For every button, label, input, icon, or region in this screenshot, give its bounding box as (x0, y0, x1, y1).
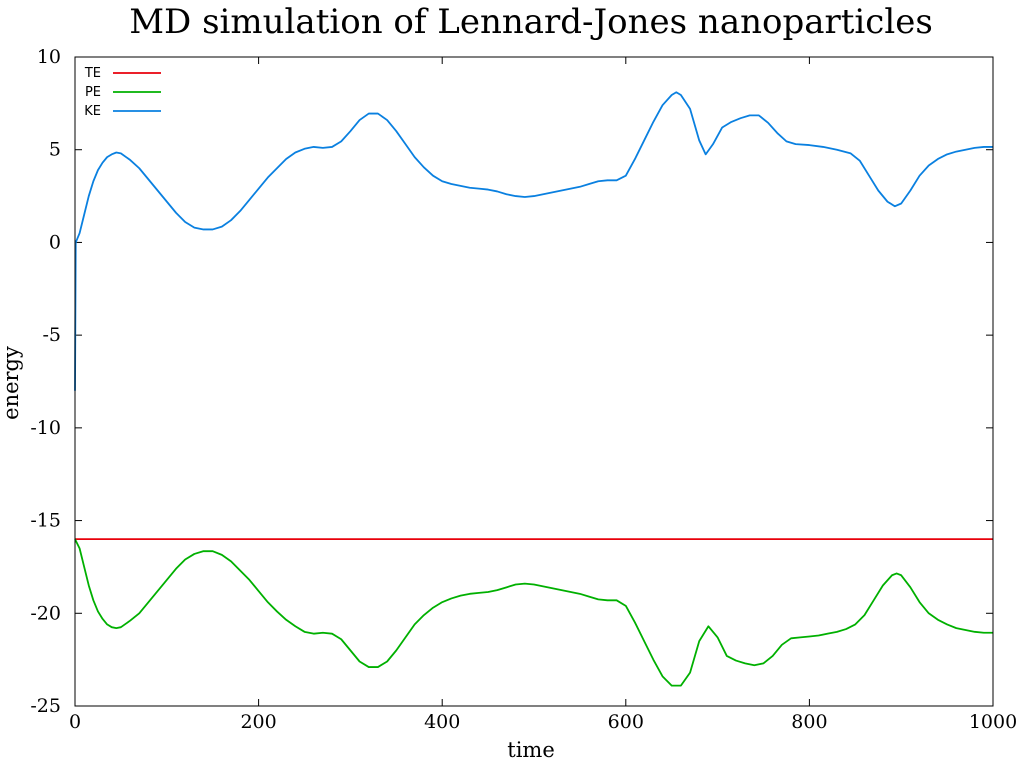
y-tick-label: 0 (49, 231, 61, 253)
x-tick-label: 200 (240, 711, 276, 733)
axis-ticks: 0 200 400 600 800 1000 -25 -20 -15 -10 -5 0 5 10 (30, 46, 1017, 733)
plot-frame (74, 56, 994, 707)
x-tick-label: 600 (608, 711, 644, 733)
series-pe-line (74, 538, 993, 687)
y-tick-label: -15 (30, 510, 61, 532)
x-tick-label: 800 (791, 711, 827, 733)
y-tick-label: 5 (49, 139, 61, 161)
legend: TE PE KE (84, 66, 161, 119)
y-tick-label: -20 (30, 602, 61, 624)
series-lines (74, 91, 993, 687)
y-tick-label: -10 (30, 417, 61, 439)
y-tick-label: -5 (42, 324, 61, 346)
legend-label-ke: KE (84, 104, 101, 119)
x-tick-label: 0 (69, 711, 81, 733)
y-tick-label: -25 (30, 695, 61, 717)
x-tick-label: 400 (424, 711, 460, 733)
y-axis-label: energy (0, 346, 23, 420)
x-axis-label: time (507, 738, 555, 762)
x-tick-label: 1000 (969, 711, 1017, 733)
legend-label-pe: PE (85, 85, 101, 100)
legend-label-te: TE (84, 66, 101, 81)
y-tick-label: 10 (37, 46, 61, 68)
series-ke-line (74, 91, 993, 391)
chart-title: MD simulation of Lennard-Jones nanoparti… (129, 2, 933, 42)
